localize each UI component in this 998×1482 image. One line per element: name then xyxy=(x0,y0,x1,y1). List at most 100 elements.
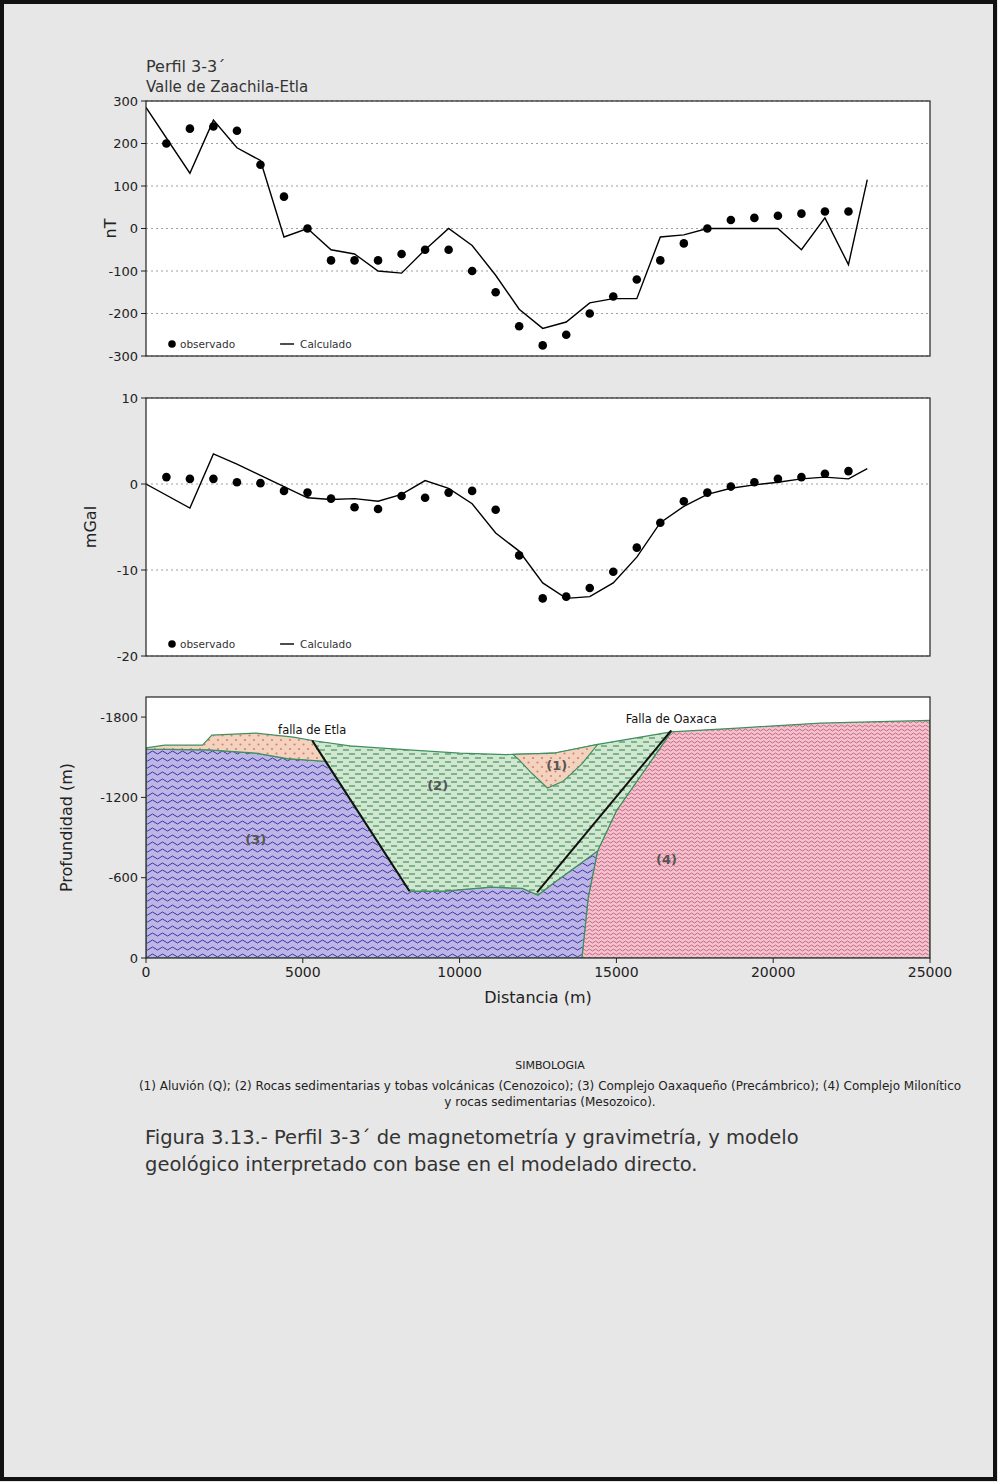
grid-line xyxy=(146,228,930,229)
observed-point xyxy=(468,487,477,496)
unit-label: (3) xyxy=(245,832,266,847)
tick-label: -600 xyxy=(108,870,138,885)
fault-label: Falla de Oaxaca xyxy=(626,712,717,726)
observed-point xyxy=(374,505,383,514)
observed-point xyxy=(444,245,453,254)
observed-point xyxy=(327,256,336,265)
legend: observado Calculado xyxy=(168,638,351,650)
symbology-description: Rocas sedimentarias y tobas volcánicas (… xyxy=(256,1079,574,1093)
symbology-title: SIMBOLOGIA xyxy=(515,1059,585,1072)
observed-point xyxy=(162,473,171,482)
tick-label: 25000 xyxy=(908,964,953,980)
legend-label: Calculado xyxy=(300,638,352,650)
tick-label: -10 xyxy=(117,563,138,578)
tick-mark xyxy=(930,958,931,963)
fault-line xyxy=(537,730,671,892)
tick-mark xyxy=(141,271,146,272)
symbology-label: (1) xyxy=(139,1079,156,1093)
observed-point xyxy=(374,256,383,265)
grid-line xyxy=(146,271,930,272)
axis-title: Profundidad (m) xyxy=(57,763,76,892)
symbology: (1) Aluvión (Q); (2) Rocas sedimentarias… xyxy=(135,1078,965,1110)
observed-point xyxy=(562,330,571,339)
observed-point xyxy=(280,192,289,201)
symbology-description: Complejo Oaxaqueño (Precámbrico); xyxy=(598,1079,819,1093)
symbology-label: (4) xyxy=(823,1079,840,1093)
geologic-unit xyxy=(312,732,671,895)
grid-line xyxy=(146,143,930,144)
observed-point xyxy=(656,256,665,265)
grid xyxy=(146,101,930,356)
chart: -20-10010observadoCalculadomGal xyxy=(81,391,930,664)
tick-label: 10 xyxy=(121,391,138,406)
plot-frame xyxy=(146,101,930,356)
observed-point xyxy=(186,124,195,133)
legend-label: observado xyxy=(180,638,235,650)
tick-label: -300 xyxy=(108,349,138,364)
observed-point xyxy=(585,584,594,593)
observed-point xyxy=(609,567,618,576)
figure: -300 -20 0 -10 0 0 100 200 300 observado Calculado… xyxy=(0,0,998,1482)
chart: 0-600-1200-18000500010000150002000025000… xyxy=(57,697,952,1007)
tick-mark xyxy=(141,570,146,571)
tick-label: 0 xyxy=(130,221,138,236)
tick-label: 200 xyxy=(113,136,138,151)
plot-area xyxy=(146,454,867,603)
observed-point xyxy=(632,543,641,552)
tick-label: -20 xyxy=(117,649,138,664)
tick-mark xyxy=(141,186,146,187)
observed-point xyxy=(233,478,242,487)
observed-point xyxy=(844,207,853,216)
tick-mark xyxy=(141,313,146,314)
tick-label: 0 xyxy=(130,477,138,492)
tick-mark xyxy=(141,484,146,485)
tick-label: 100 xyxy=(113,179,138,194)
tick-mark xyxy=(302,958,303,963)
tick-mark xyxy=(141,101,146,102)
tick-mark xyxy=(141,877,146,878)
grid-line xyxy=(146,313,930,314)
observed-point xyxy=(468,267,477,276)
chart-subtitle: Valle de Zaachila-Etla xyxy=(146,78,308,96)
plot-frame xyxy=(146,697,930,958)
plot-area xyxy=(146,720,930,958)
legend-line xyxy=(280,343,294,344)
unit-label: (4) xyxy=(656,852,677,867)
observed-point xyxy=(538,341,547,350)
page: -300 -20 0 -10 0 0 100 200 300 observado Calculado… xyxy=(0,0,998,1482)
tick-mark xyxy=(141,356,146,357)
axis-title: nT xyxy=(101,218,120,238)
observed-point xyxy=(774,211,783,220)
legend-marker xyxy=(168,640,176,648)
symbology-description: Aluvión (Q); xyxy=(160,1079,231,1093)
grid-line xyxy=(146,186,930,187)
observed-point xyxy=(538,594,547,603)
caption: Figura 3.13.- Perfil 3-3´ de magnetometr… xyxy=(145,1124,805,1178)
observed-point xyxy=(397,250,406,259)
tick-label: 5000 xyxy=(285,964,321,980)
tick-label: 15000 xyxy=(594,964,639,980)
tick-label: 20000 xyxy=(751,964,796,980)
tick-mark xyxy=(459,958,460,963)
observed-point xyxy=(233,126,242,135)
observed-point xyxy=(515,322,524,331)
observed-point xyxy=(421,493,430,502)
tick-mark xyxy=(141,717,146,718)
plot-background xyxy=(146,398,930,656)
observed-point xyxy=(350,256,359,265)
tick-label: 0 xyxy=(142,964,151,980)
observed-point xyxy=(727,216,736,225)
tick-mark xyxy=(616,958,617,963)
symbology-label: (2) xyxy=(235,1079,252,1093)
tick-label: 300 xyxy=(113,94,138,109)
legend-label: Calculado xyxy=(300,338,352,350)
plot-background xyxy=(146,697,930,958)
chart: -300-200-1000100200300observadoCalculado… xyxy=(101,57,930,364)
tick-mark xyxy=(141,398,146,399)
calculated-line xyxy=(146,107,867,328)
plot-frame xyxy=(146,398,930,656)
tick-mark xyxy=(141,143,146,144)
fault-label: falla de Etla xyxy=(278,723,346,737)
grid xyxy=(146,398,930,656)
geologic-unit xyxy=(146,733,325,761)
